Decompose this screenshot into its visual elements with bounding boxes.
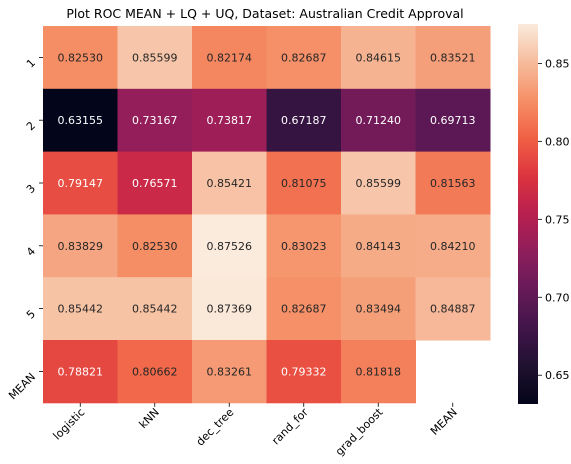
cell-value-label: 0.82530 <box>132 240 178 253</box>
heatmap-cell <box>117 340 193 404</box>
heatmap-cell <box>341 88 416 153</box>
heatmap-cell <box>415 26 491 90</box>
heatmap-cell <box>341 151 416 215</box>
heatmap-cell <box>43 88 118 153</box>
heatmap-cell <box>117 151 193 215</box>
cell-value-label: 0.73167 <box>132 114 178 127</box>
heatmap-cell <box>192 151 267 215</box>
heatmap-cell <box>415 214 491 278</box>
cell-value-label: 0.78821 <box>58 365 104 378</box>
heatmap-cell <box>415 88 491 153</box>
heatmap-cell <box>341 26 416 90</box>
cell-value-label: 0.76571 <box>132 177 178 190</box>
heatmap-cell <box>341 214 416 278</box>
heatmap-cell <box>117 88 193 153</box>
colorbar-gradient <box>518 24 538 404</box>
cell-value-label: 0.83023 <box>281 240 327 253</box>
cell-value-label: 0.82530 <box>58 51 104 64</box>
heatmap-cell <box>266 151 342 215</box>
cell-value-label: 0.85421 <box>207 177 253 190</box>
colorbar-tick-label: 0.75 <box>545 213 570 226</box>
heatmap-cell <box>415 277 491 341</box>
chart-title: Plot ROC MEAN + LQ + UQ, Dataset: Austra… <box>66 6 463 21</box>
cell-value-label: 0.85442 <box>132 303 178 316</box>
heatmap-cell <box>192 88 267 153</box>
heatmap-cell <box>266 340 342 404</box>
cell-value-label: 0.82687 <box>281 303 327 316</box>
cell-value-label: 0.81075 <box>281 177 327 190</box>
heatmap-cell <box>415 151 491 215</box>
heatmap-cell <box>43 26 118 90</box>
colorbar-tick-label: 0.65 <box>545 369 570 382</box>
heatmap-cell <box>43 277 118 341</box>
y-axis-ticks: 1 2 3 4 5 MEAN <box>6 56 43 402</box>
y-tick-label: MEAN <box>6 370 38 402</box>
cell-value-label: 0.87526 <box>207 240 253 253</box>
y-tick-label: 2 <box>24 119 38 133</box>
cell-value-label: 0.83521 <box>430 51 476 64</box>
cell-value-label: 0.71240 <box>356 114 402 127</box>
x-tick-label: kNN <box>137 406 162 431</box>
heatmap-cell <box>192 214 267 278</box>
heatmap-cell <box>43 214 118 278</box>
colorbar-tick-label: 0.80 <box>545 135 570 148</box>
heatmap-cell <box>266 214 342 278</box>
cell-value-label: 0.85599 <box>356 177 402 190</box>
heatmap-cells: 0.82530 0.85599 0.82174 0.82687 0.84615 0.835… <box>43 26 491 404</box>
heatmap-cell <box>43 151 118 215</box>
x-tick-label: logistic <box>51 406 88 443</box>
y-tick-label: 3 <box>24 182 38 196</box>
colorbar-tick-label: 0.85 <box>545 57 570 70</box>
y-tick-label: 5 <box>24 308 38 322</box>
colorbar: 0.65 0.70 0.75 0.80 0.85 <box>518 24 570 404</box>
cell-value-label: 0.79332 <box>281 365 327 378</box>
colorbar-tick-label: 0.70 <box>545 291 570 304</box>
x-tick-label: rand_for <box>269 405 311 447</box>
cell-value-label: 0.84210 <box>430 240 476 253</box>
heatmap-cell <box>266 88 342 153</box>
x-tick-label: dec_tree <box>194 406 237 449</box>
heatmap-cell <box>341 340 416 404</box>
heatmap-cell <box>192 340 267 404</box>
heatmap-cell <box>117 26 193 90</box>
cell-value-label: 0.82174 <box>207 51 253 64</box>
cell-value-label: 0.82687 <box>281 51 327 64</box>
cell-value-label: 0.81818 <box>356 365 402 378</box>
cell-value-label: 0.84887 <box>430 303 476 316</box>
heatmap-cell <box>266 277 342 341</box>
y-tick-label: 1 <box>24 56 38 70</box>
heatmap-cell <box>117 214 193 278</box>
heatmap-cell <box>43 340 118 404</box>
cell-value-label: 0.83494 <box>356 303 402 316</box>
y-tick-label: 4 <box>24 245 38 259</box>
cell-value-label: 0.73817 <box>207 114 253 127</box>
cell-value-label: 0.67187 <box>281 114 327 127</box>
cell-value-label: 0.84143 <box>356 240 402 253</box>
cell-value-label: 0.84615 <box>356 51 402 64</box>
cell-value-label: 0.80662 <box>132 365 178 378</box>
cell-value-label: 0.83829 <box>58 240 104 253</box>
heatmap-cell <box>192 277 267 341</box>
heatmap-cell <box>266 26 342 90</box>
cell-value-label: 0.83261 <box>207 365 253 378</box>
cell-value-label: 0.63155 <box>58 114 104 127</box>
cell-value-label: 0.85442 <box>58 303 104 316</box>
x-tick-label: grad_boost <box>333 405 386 458</box>
cell-value-label: 0.85599 <box>132 51 178 64</box>
cell-value-label: 0.87369 <box>207 303 253 316</box>
x-axis-ticks: logistic kNN dec_tree rand_for grad_boost MEA… <box>51 402 460 458</box>
x-tick-label: MEAN <box>428 406 460 438</box>
heatmap-cell <box>117 277 193 341</box>
heatmap-cell <box>192 26 267 90</box>
cell-value-label: 0.69713 <box>430 114 476 127</box>
cell-value-label: 0.79147 <box>58 177 104 190</box>
cell-value-label: 0.81563 <box>430 177 476 190</box>
heatmap-cell <box>341 277 416 341</box>
